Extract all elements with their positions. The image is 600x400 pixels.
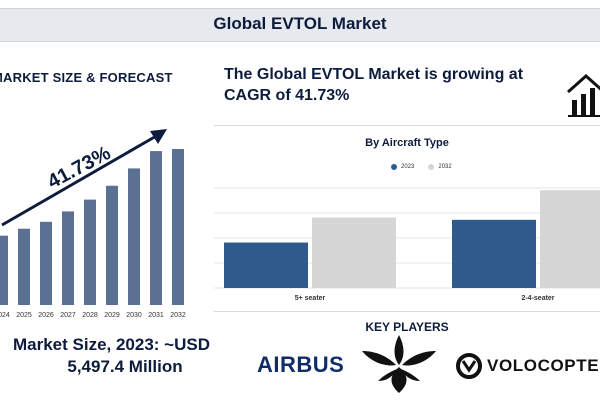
- category-label: 5+ seater: [295, 295, 326, 302]
- forecast-bar: [0, 235, 8, 305]
- market-size-line2: 5,497.4 Million: [67, 357, 183, 376]
- house-chart-icon: [567, 73, 600, 117]
- aircraft-type-bar-2023: [452, 219, 536, 288]
- x-tick-label: 2031: [148, 312, 164, 319]
- legend-label: 2032: [438, 164, 452, 170]
- legend-swatch: [391, 164, 397, 170]
- chart-legend: 2023 2032: [391, 164, 452, 170]
- forecast-bar: [106, 185, 118, 305]
- market-size-text: Market Size, 2023: ~USD 5,497.4 Million: [0, 334, 210, 378]
- forecast-bar: [84, 199, 96, 305]
- forecast-bar: [128, 168, 140, 305]
- market-size-forecast-heading: MARKET SIZE & FORECAST: [0, 70, 173, 85]
- header-bar: [0, 8, 600, 42]
- page-title: Global EVTOL Market: [213, 14, 387, 33]
- forecast-bar: [18, 228, 30, 305]
- forecast-bar: [62, 211, 74, 305]
- legend-swatch: [428, 164, 435, 170]
- legend-item: 2023: [391, 164, 414, 170]
- forecast-bar-chart: 202420252026202720282029203020312032 41.…: [0, 129, 186, 319]
- market-size-line1: Market Size, 2023: ~USD: [12, 335, 210, 354]
- forecast-bar: [150, 151, 162, 305]
- aircraft-type-bar-chart: 5+ seater 2-4-seater: [214, 187, 600, 302]
- x-tick-label: 2024: [0, 312, 10, 319]
- divider: [214, 311, 600, 312]
- x-tick-label: 2030: [126, 312, 142, 319]
- growth-arrow-icon: [1, 129, 167, 227]
- x-tick-label: 2025: [16, 312, 32, 319]
- legend-label: 2023: [401, 164, 415, 170]
- aircraft-type-bar-2032: [312, 217, 396, 288]
- x-tick-label: 2032: [170, 312, 186, 319]
- growth-line2: CAGR of 41.73%: [224, 87, 350, 104]
- legend-item: 2032: [428, 164, 452, 170]
- forecast-bar: [40, 221, 52, 305]
- growth-line1: The Global EVTOL Market is growing at: [224, 66, 524, 83]
- x-tick-label: 2026: [38, 312, 54, 319]
- volocopter-logo-icon: [456, 353, 482, 379]
- growth-statement: The Global EVTOL Market is growing at CA…: [224, 64, 554, 106]
- x-tick-label: 2027: [60, 312, 76, 319]
- volocopter-logo: VOLOCOPTER: [487, 356, 600, 375]
- category-label: 2-4-seater: [521, 295, 554, 302]
- airbus-logo: AIRBUS: [257, 352, 345, 377]
- vertical-aerospace-logo-icon: [362, 335, 436, 393]
- aircraft-type-bar-2023: [224, 242, 308, 288]
- x-tick-label: 2029: [104, 312, 120, 319]
- aircraft-type-chart-title: By Aircraft Type: [365, 137, 449, 149]
- aircraft-type-bar-2032: [540, 190, 600, 288]
- x-tick-label: 2028: [82, 312, 98, 319]
- key-players-heading: KEY PLAYERS: [365, 320, 449, 334]
- forecast-bar: [172, 149, 184, 305]
- divider: [214, 125, 600, 126]
